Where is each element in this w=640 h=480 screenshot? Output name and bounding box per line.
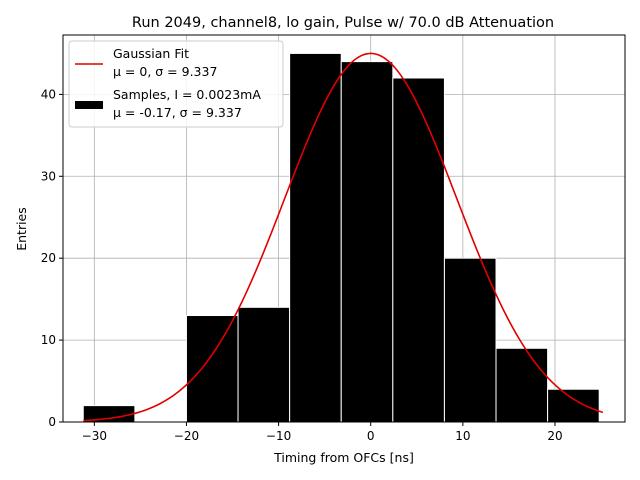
x-tick-label-2: −10 <box>266 429 291 443</box>
y-tick-label-2: 20 <box>41 251 56 265</box>
x-axis-ticks: −30 −20 −10 0 10 20 <box>82 422 563 443</box>
y-tick-label-1: 10 <box>41 333 56 347</box>
x-tick-label-3: 0 <box>367 429 375 443</box>
x-tick-label-5: 20 <box>547 429 562 443</box>
plot-frame <box>62 34 626 423</box>
legend-samples-label: Samples, I = 0.0023mA <box>113 87 261 102</box>
y-tick-label-3: 30 <box>41 169 56 183</box>
legend-fit-label: Gaussian Fit <box>113 46 189 61</box>
histogram-bars <box>82 52 600 423</box>
histogram-bar-2 <box>185 315 239 423</box>
gaussian-fit-curve <box>83 52 604 422</box>
x-tick-label-0: −30 <box>82 429 107 443</box>
chart-title: Run 2049, channel8, lo gain, Pulse w/ 70… <box>132 15 554 31</box>
histogram-bar-3 <box>237 306 291 423</box>
histogram-bar-8 <box>495 347 549 423</box>
histogram-bar-4 <box>289 52 342 423</box>
y-axis-label: Entries <box>14 207 29 251</box>
x-tick-label-4: 10 <box>455 429 470 443</box>
legend-fit-params: μ = 0, σ = 9.337 <box>113 64 217 79</box>
legend: Gaussian Fit μ = 0, σ = 9.337 Samples, I… <box>68 40 284 128</box>
x-axis-label: Timing from OFCs [ns] <box>273 450 414 465</box>
histogram-bar-9 <box>547 388 600 423</box>
y-tick-label-4: 40 <box>41 87 56 101</box>
histogram-bar-6 <box>392 77 445 423</box>
y-tick-label-0: 0 <box>48 415 56 429</box>
legend-samples-swatch <box>75 101 103 109</box>
legend-samples-params: μ = -0.17, σ = 9.337 <box>113 105 242 120</box>
histogram-bar-7 <box>443 257 497 423</box>
histogram-bar-5 <box>340 61 394 423</box>
x-tick-label-1: −20 <box>174 429 199 443</box>
legend-box <box>68 40 284 128</box>
y-axis-ticks: 0 10 20 30 40 <box>41 87 63 429</box>
